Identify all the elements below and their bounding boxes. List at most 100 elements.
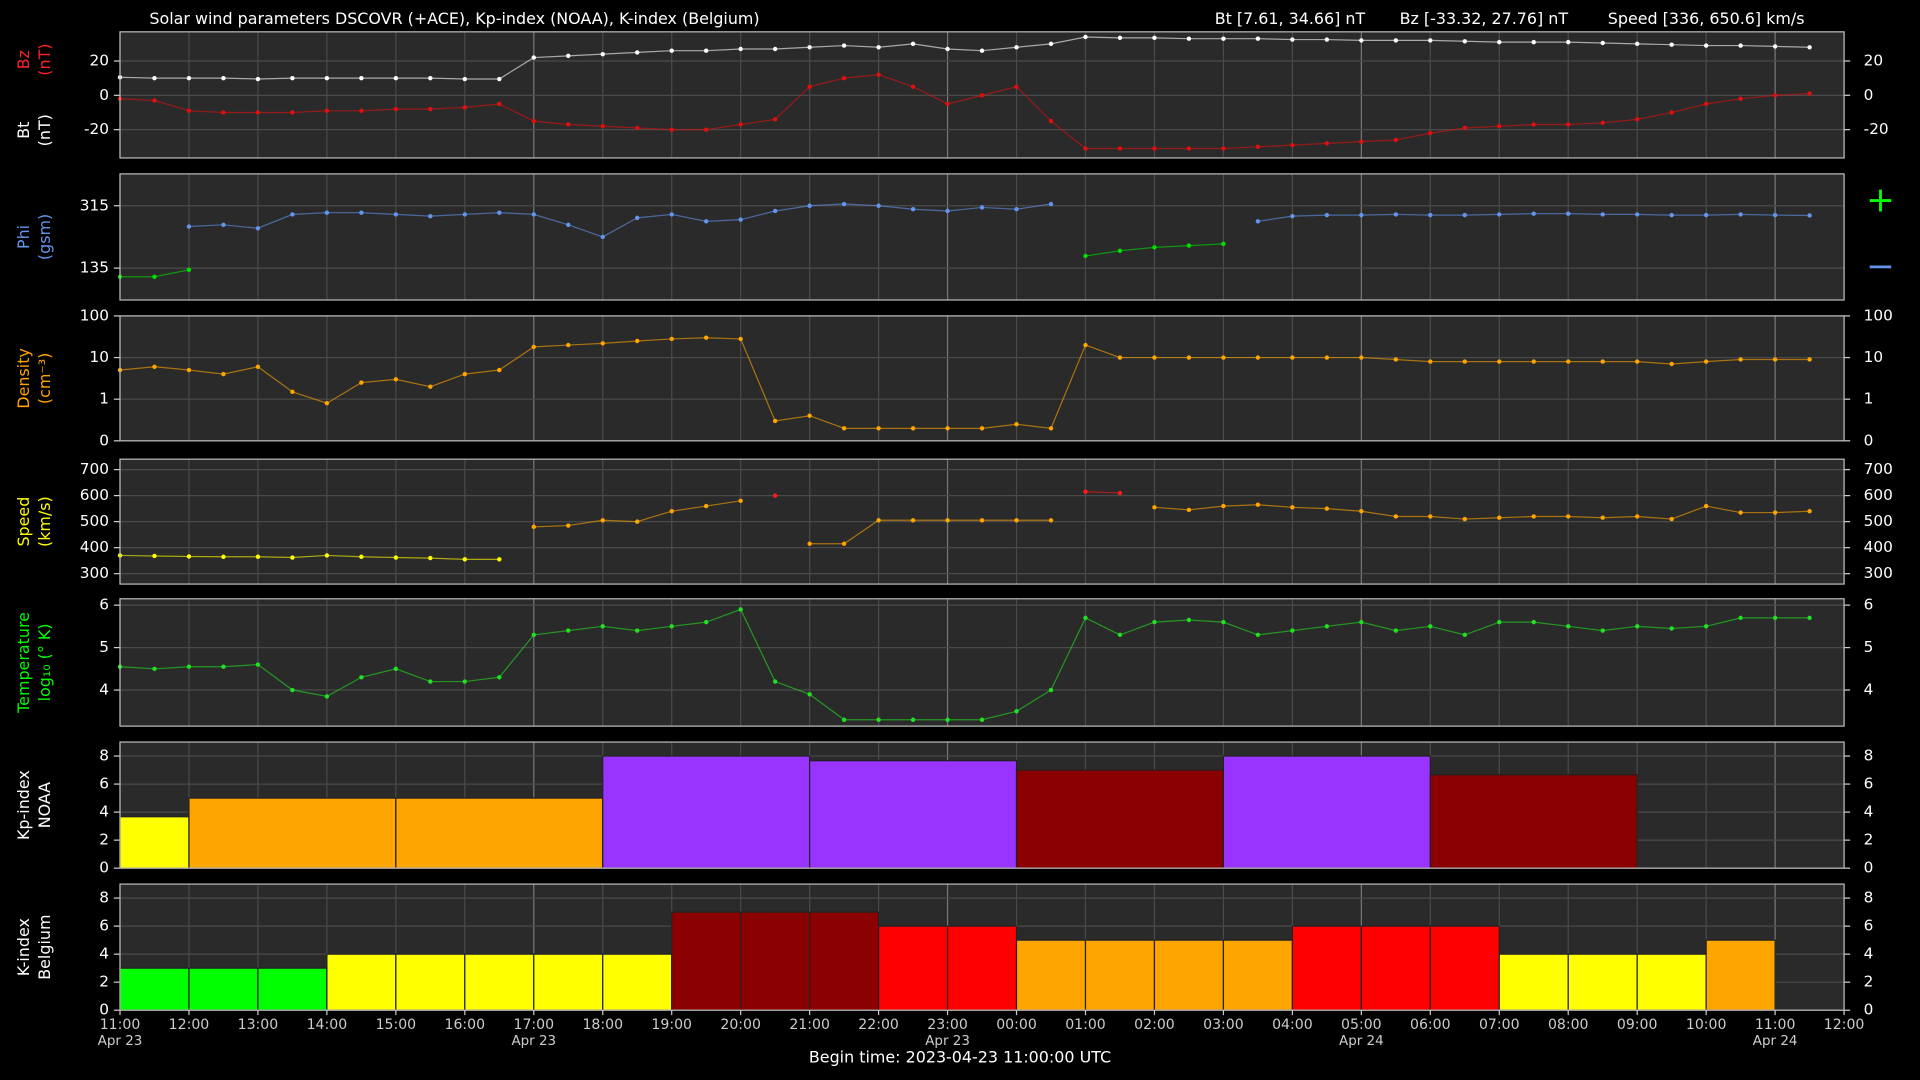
x-tick-label: 11:00 xyxy=(100,1017,141,1033)
data-point xyxy=(1117,490,1123,496)
data-point xyxy=(531,212,536,217)
data-point xyxy=(1669,42,1674,47)
bar xyxy=(1705,939,1776,1011)
data-point xyxy=(1807,357,1812,362)
data-point xyxy=(428,679,433,684)
y-tick-label: 8 xyxy=(99,747,109,765)
y-tick-label: 315 xyxy=(80,196,109,214)
data-point xyxy=(703,619,709,625)
y2-tick-label: 8 xyxy=(1864,889,1874,907)
y2-tick-label: 5 xyxy=(1864,638,1874,656)
data-point xyxy=(531,632,536,638)
data-point xyxy=(1428,212,1433,218)
bar xyxy=(1015,939,1087,1011)
data-point xyxy=(1290,355,1295,360)
data-point xyxy=(152,274,157,279)
data-point xyxy=(979,518,985,523)
y2-tick-label: 10 xyxy=(1864,348,1883,366)
data-point xyxy=(1324,37,1330,42)
data-point xyxy=(1186,507,1192,513)
x-tick-label: 00:00 xyxy=(996,1017,1037,1033)
data-point xyxy=(1152,505,1157,510)
x-tick-label: 22:00 xyxy=(858,1017,899,1033)
y-axis-label: Phi xyxy=(14,225,33,249)
data-point xyxy=(152,98,157,103)
x-tick-label: 05:00 xyxy=(1341,1017,1382,1033)
plot-area xyxy=(120,598,1845,727)
y-tick-label: 5 xyxy=(99,638,109,656)
y-tick-label: 2 xyxy=(99,973,109,991)
data-point xyxy=(462,212,468,217)
data-point xyxy=(1083,615,1088,621)
data-point xyxy=(979,48,985,53)
data-point xyxy=(669,336,674,342)
data-point xyxy=(1048,41,1054,47)
x-date-label: Apr 24 xyxy=(1753,1034,1798,1049)
data-point xyxy=(1324,212,1330,218)
data-point xyxy=(876,717,881,722)
data-point xyxy=(1186,617,1192,623)
data-point xyxy=(1324,355,1330,360)
data-point xyxy=(1359,139,1364,144)
data-point xyxy=(1669,516,1674,522)
y-tick-label: 400 xyxy=(80,538,109,556)
x-tick-label: 16:00 xyxy=(445,1017,486,1033)
data-point xyxy=(600,51,605,57)
data-point xyxy=(1462,632,1467,638)
y-axis-label: Speed xyxy=(14,497,33,547)
data-point xyxy=(497,675,502,680)
data-point xyxy=(1359,509,1364,514)
data-point xyxy=(910,518,916,523)
x-tick-label: 19:00 xyxy=(651,1017,692,1033)
data-point xyxy=(186,267,192,273)
data-point xyxy=(1428,624,1433,629)
y-axis-label: (km/s) xyxy=(35,496,54,547)
x-tick-label: 09:00 xyxy=(1617,1017,1658,1033)
data-point xyxy=(635,215,640,221)
data-point xyxy=(1566,359,1571,364)
data-point xyxy=(1428,514,1433,519)
data-point xyxy=(635,338,640,344)
y-tick-label: 10 xyxy=(90,348,109,366)
bar xyxy=(602,953,673,1011)
data-point xyxy=(1807,615,1812,621)
x-tick-label: 23:00 xyxy=(927,1017,968,1033)
data-point xyxy=(703,219,709,224)
data-point xyxy=(1014,518,1019,523)
x-tick-label: 20:00 xyxy=(720,1017,761,1033)
plot-area xyxy=(120,315,1845,441)
data-point xyxy=(703,127,709,132)
x-tick-label: 12:00 xyxy=(1824,1017,1865,1033)
data-point xyxy=(876,45,881,50)
data-point xyxy=(1428,359,1433,364)
y-axis-label: K-index xyxy=(14,918,33,976)
data-point xyxy=(1531,122,1536,127)
data-point xyxy=(1772,44,1778,49)
data-point xyxy=(979,717,985,722)
data-point xyxy=(324,553,330,558)
data-point xyxy=(1807,45,1812,50)
data-point xyxy=(1531,39,1536,45)
data-point xyxy=(1393,137,1399,143)
data-point xyxy=(1152,619,1157,625)
data-point xyxy=(1531,211,1536,216)
data-point xyxy=(1738,212,1743,217)
data-point xyxy=(393,377,399,382)
data-point xyxy=(1807,509,1812,514)
data-point xyxy=(186,664,192,669)
data-point xyxy=(290,389,295,395)
data-point xyxy=(910,207,916,212)
data-point xyxy=(1186,36,1192,41)
y-tick-label: 0 xyxy=(99,86,109,104)
data-point xyxy=(1255,632,1261,638)
data-point xyxy=(1497,124,1502,129)
plot-border xyxy=(119,173,1845,301)
data-point xyxy=(566,523,571,528)
data-point xyxy=(1600,120,1605,125)
series-line xyxy=(119,74,1810,150)
bar xyxy=(946,925,1018,1011)
data-point xyxy=(1634,117,1640,122)
sign-label: − xyxy=(1866,247,1895,287)
data-point xyxy=(841,541,847,546)
